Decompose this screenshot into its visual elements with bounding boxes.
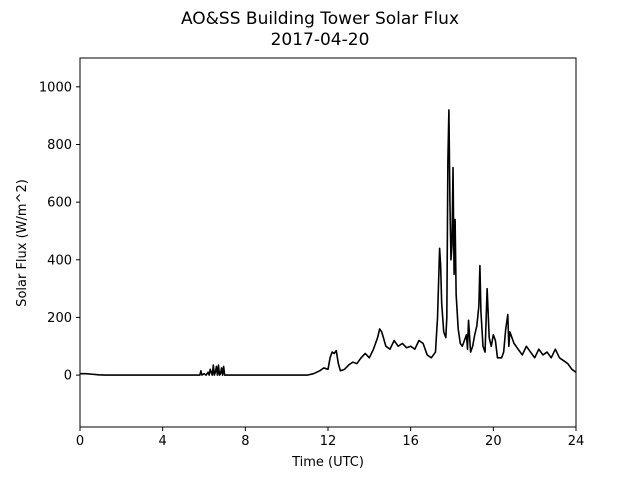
y-tick-label: 0: [64, 369, 72, 384]
ticks-layer: 0 4 8 12 16 20 24 0 200 400 600 800 1000: [39, 80, 584, 449]
series-line-0: [80, 109, 577, 376]
plot-frame: [79, 57, 577, 428]
x-tick-label: 4: [159, 434, 167, 449]
chart-subtitle: 2017-04-20: [271, 30, 370, 50]
y-tick-label: 600: [47, 196, 72, 211]
x-tick-label: 8: [241, 434, 249, 449]
x-axis-label: Time (UTC): [291, 455, 364, 470]
y-axis-label: Solar Flux (W/m^2): [15, 179, 30, 307]
plot-layer: [79, 57, 577, 428]
y-tick-label: 400: [47, 253, 72, 268]
x-tick-label: 24: [568, 434, 585, 449]
x-tick-label: 20: [485, 434, 502, 449]
x-tick-label: 16: [402, 434, 419, 449]
x-tick-label: 0: [76, 434, 84, 449]
y-tick-label: 200: [47, 311, 72, 326]
chart-title: AO&SS Building Tower Solar Flux: [181, 9, 459, 29]
x-tick-label: 12: [320, 434, 337, 449]
y-tick-label: 800: [47, 138, 72, 153]
y-tick-label: 1000: [39, 80, 72, 95]
